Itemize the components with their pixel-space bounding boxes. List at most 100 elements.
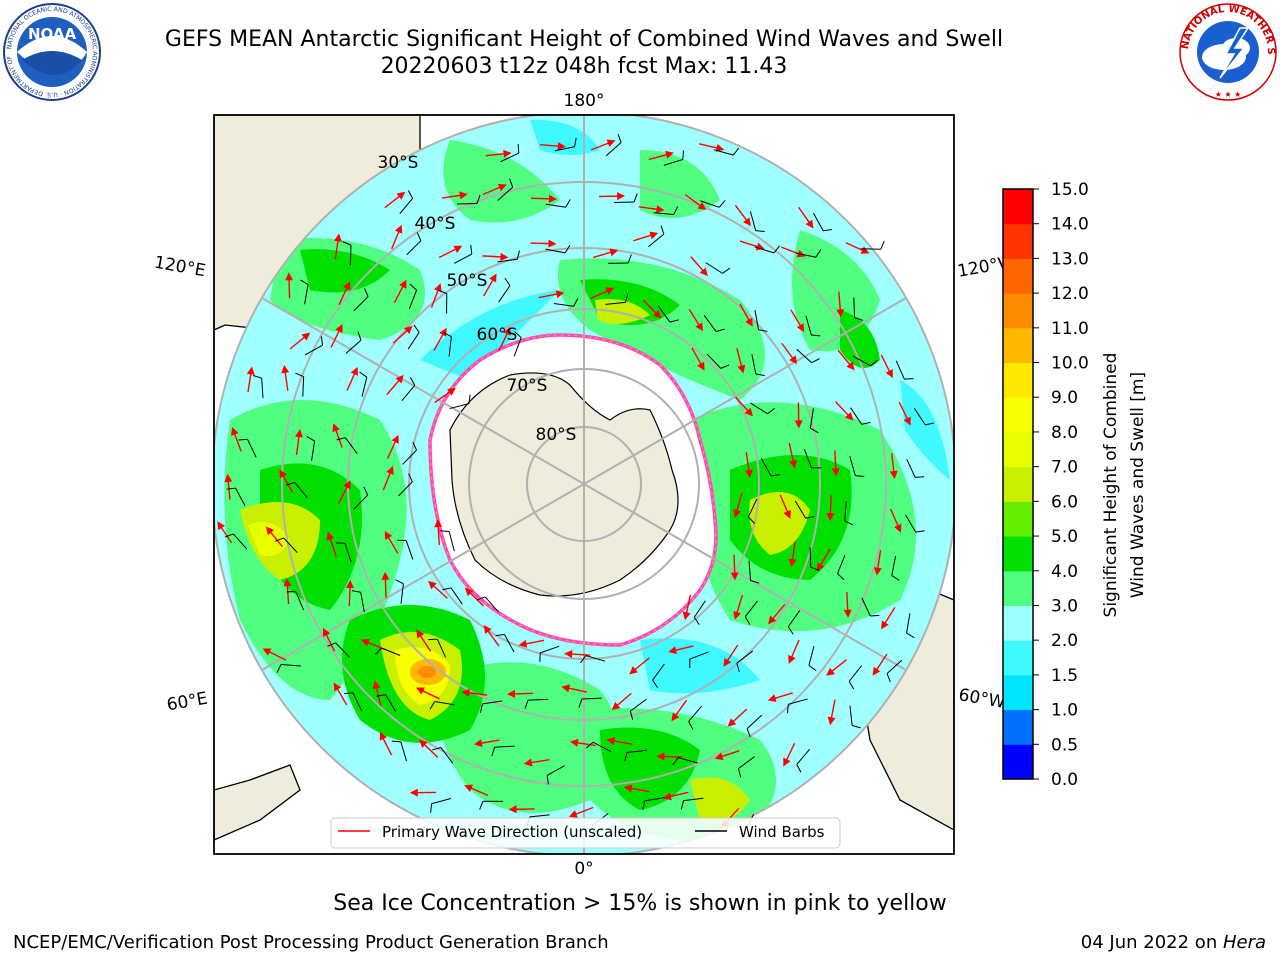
colorbar-swatch: [1003, 640, 1033, 676]
wave-arrow-head: [372, 680, 381, 690]
wind-barb-flag: [226, 487, 236, 490]
colorbar-tick-label: 2.0: [1051, 631, 1078, 651]
wave-arrow-head: [723, 657, 732, 667]
wind-barb-flag: [363, 486, 369, 496]
wind-barb-flag: [491, 747, 496, 756]
lat-label-40s: 40°S: [415, 214, 456, 234]
colorbar-tick-label: 9.0: [1051, 388, 1078, 408]
wave-arrow-head: [783, 757, 791, 767]
wind-barb-staff: [399, 198, 414, 215]
colorbar-swatch: [1003, 223, 1033, 259]
chart-title: GEFS MEAN Antarctic Significant Height o…: [164, 27, 1004, 52]
wave-arrow-head: [500, 252, 509, 261]
wind-barb-staff: [335, 642, 350, 658]
wave-arrow-head: [697, 202, 707, 211]
wave-arrow-head: [744, 469, 753, 479]
wave-arrow-head: [656, 205, 665, 214]
wind-barb-staff: [703, 315, 717, 332]
wind-barb-flag: [306, 436, 315, 442]
colorbar-swatch: [1003, 674, 1033, 711]
wave-arrow-head: [497, 183, 507, 192]
wave-arrow-head: [730, 572, 739, 581]
wave-arrow-head: [617, 192, 626, 201]
wind-barb-staff: [848, 665, 862, 682]
wind-barb-staff: [630, 698, 647, 712]
wind-barb-staff: [677, 757, 698, 764]
colorbar-swatch: [1003, 466, 1033, 502]
wind-barb-staff: [747, 498, 758, 518]
wind-barb-staff: [605, 142, 622, 157]
wind-barb-staff: [352, 692, 363, 712]
wind-barb-staff: [529, 814, 550, 818]
wave-arrow-head: [788, 558, 797, 568]
sea-ice-note: Sea Ice Concentration > 15% is shown in …: [333, 891, 947, 916]
wave-arrow-head: [783, 509, 791, 519]
wind-barb-staff: [407, 332, 420, 350]
wave-arrow-head: [447, 387, 456, 396]
wind-barb-flag: [430, 803, 433, 813]
graticule: [214, 115, 954, 854]
wind-barb-staff: [381, 647, 401, 656]
wave-arrow-head: [279, 469, 287, 479]
wave-arrow-head: [262, 648, 272, 656]
wave-arrow-head: [742, 217, 751, 227]
wind-barb-flag: [565, 199, 571, 208]
wind-barb-staff: [448, 336, 452, 357]
colorbar-swatch: [1003, 744, 1033, 780]
wind-barb-flag: [682, 150, 684, 160]
wind-barb-flag: [660, 225, 665, 235]
wind-barb-staff: [891, 555, 897, 576]
wind-barb-staff: [796, 748, 811, 765]
colorbar-swatch: [1003, 327, 1033, 364]
wave-arrow-head: [697, 361, 705, 371]
wind-barb-staff: [693, 600, 706, 618]
wind-barb-flag: [680, 800, 685, 810]
wind-barb-staff: [581, 697, 602, 700]
svg-text:★ ★ ★: ★ ★ ★: [1215, 90, 1242, 99]
wave-arrow-head: [557, 142, 566, 151]
wave-arrow-head: [343, 480, 351, 490]
wind-barb-flag: [580, 655, 587, 664]
colorbar: 0.0 0.5 1.0 1.5 2.0 3.0 4.0 5.0 6.0 7.0 8.0 9.0 10.0…: [1002, 180, 1089, 790]
wave-arrow-head: [649, 231, 659, 240]
wave-arrow-head: [503, 326, 511, 336]
wave-arrow-head: [434, 283, 442, 293]
wave-arrow-head: [768, 615, 777, 625]
wind-barb-staff: [401, 384, 416, 401]
wind-barb-staff: [808, 645, 815, 666]
wind-barb-flag: [517, 144, 520, 154]
wind-barb-staff: [283, 537, 298, 553]
lon-label-120e: 120°E: [153, 253, 207, 282]
wind-barb-flag: [443, 332, 452, 338]
wind-barb-flag: [823, 229, 833, 232]
wind-barb-staff: [434, 701, 455, 706]
wave-arrow-head: [894, 523, 902, 533]
wind-barb-staff: [406, 240, 422, 256]
wave-arrow-head: [231, 426, 239, 436]
wave-arrow-head: [285, 272, 294, 281]
wave-arrow-head: [523, 758, 533, 767]
lon-label-0: 0°: [574, 859, 593, 879]
wave-arrow-head: [459, 191, 468, 200]
wind-barb-flag: [750, 580, 760, 584]
wind-barb-staff: [713, 149, 734, 156]
wind-barb-staff: [431, 797, 451, 805]
wind-barb-flag: [861, 421, 871, 425]
wind-barb-flag: [416, 232, 422, 241]
colorbar-swatch: [1003, 536, 1033, 572]
wind-barb-flag: [718, 200, 726, 208]
wind-barb-staff: [540, 645, 560, 654]
wind-barb-staff: [302, 376, 305, 397]
wind-barb-staff: [592, 741, 611, 753]
map-figure: Primary Wave Direction (unscaled) Wind B…: [153, 91, 1148, 879]
wind-barb-staff: [400, 583, 404, 604]
wave-arrow-head: [844, 412, 854, 421]
wind-barb-staff: [913, 407, 926, 426]
wind-barb-staff: [648, 233, 665, 248]
colorbar-tick-label: 0.5: [1051, 735, 1078, 755]
wave-arrow-head: [699, 267, 708, 277]
wind-barb-flag: [810, 566, 820, 571]
wave-arrow-head: [733, 509, 741, 518]
wave-arrow-head: [461, 688, 470, 697]
wind-barb-staff: [345, 339, 362, 354]
